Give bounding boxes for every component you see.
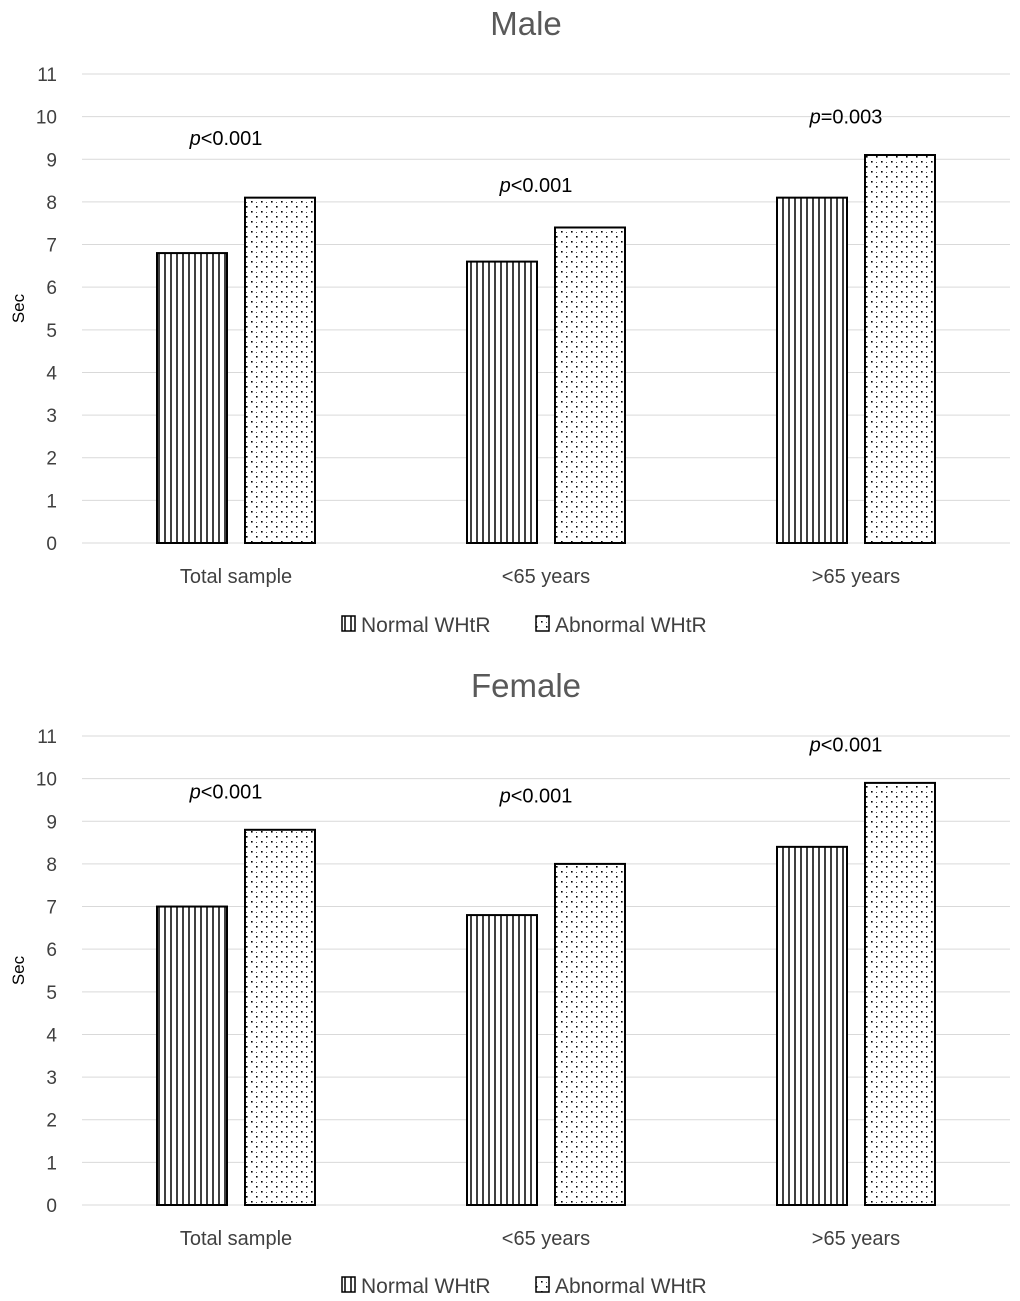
female-p-value-annotation: p<0.001	[189, 781, 263, 803]
p-value-text: <0.001	[511, 175, 573, 197]
p-symbol: p	[499, 175, 511, 197]
p-value-text: <0.001	[201, 128, 263, 150]
male-y-tick-label: 1	[46, 491, 57, 512]
female-y-tick-label: 3	[46, 1068, 57, 1089]
male-y-tick-label: 8	[46, 193, 57, 214]
female-p-value-annotation: p<0.001	[499, 786, 573, 808]
female-bar-normal-1	[466, 914, 538, 1207]
male-p-value-annotation: p<0.001	[499, 175, 573, 197]
male-bar-abnormal-2	[864, 154, 936, 544]
p-symbol: p	[189, 128, 201, 150]
female-legend-swatch-normal	[341, 1276, 356, 1293]
female-y-tick-label: 5	[46, 983, 57, 1004]
female-category-label: >65 years	[812, 1228, 900, 1250]
male-legend-label: Normal WHtR	[361, 614, 491, 637]
male-y-tick-label: 6	[46, 278, 57, 299]
male-bar-abnormal-0	[244, 196, 316, 545]
male-y-axis-label: Sec	[9, 293, 28, 323]
female-category-label: <65 years	[502, 1228, 590, 1250]
p-symbol: p	[809, 735, 821, 757]
male-p-value-annotation: p=0.003	[809, 107, 883, 129]
male-legend-swatch-abnormal	[535, 615, 550, 632]
p-symbol: p	[499, 786, 511, 808]
male-y-tick-label: 5	[46, 321, 57, 342]
p-value-text: =0.003	[821, 107, 883, 129]
male-p-value-annotation: p<0.001	[189, 128, 263, 150]
female-y-tick-label: 2	[46, 1111, 57, 1132]
male-bar-abnormal-1	[554, 226, 626, 544]
p-value-text: <0.001	[201, 781, 263, 803]
female-y-tick-label: 0	[46, 1196, 57, 1217]
female-bar-abnormal-1	[554, 862, 626, 1207]
male-legend-swatch-normal	[341, 615, 356, 632]
female-y-axis-label: Sec	[9, 955, 28, 985]
female-y-tick-label: 9	[46, 812, 57, 833]
p-value-text: <0.001	[821, 735, 883, 757]
p-symbol: p	[809, 107, 821, 129]
female-category-label: Total sample	[180, 1228, 292, 1250]
female-bar-abnormal-2	[864, 781, 936, 1207]
female-legend-label: Normal WHtR	[361, 1275, 491, 1298]
male-bar-normal-1	[466, 260, 538, 544]
male-y-tick-label: 7	[46, 236, 57, 257]
male-y-tick-label: 9	[46, 150, 57, 171]
female-bar-normal-2	[776, 845, 848, 1206]
female-bar-abnormal-0	[244, 828, 316, 1206]
male-legend-label: Abnormal WHtR	[555, 614, 707, 637]
male-y-tick-label: 11	[37, 65, 57, 86]
p-symbol: p	[189, 781, 201, 803]
female-y-tick-label: 8	[46, 855, 57, 876]
male-category-label: <65 years	[502, 566, 590, 588]
male-y-tick-label: 10	[36, 108, 57, 129]
male-category-label: Total sample	[180, 566, 292, 588]
female-legend-swatch-abnormal	[535, 1276, 550, 1293]
female-y-tick-label: 4	[46, 1025, 57, 1046]
male-category-label: >65 years	[812, 566, 900, 588]
male-y-tick-label: 0	[46, 534, 57, 555]
p-value-text: <0.001	[511, 786, 573, 808]
female-y-tick-label: 1	[46, 1153, 57, 1174]
female-y-tick-label: 6	[46, 940, 57, 961]
female-y-tick-label: 11	[37, 727, 57, 748]
female-bar-normal-0	[156, 905, 228, 1207]
male-y-tick-label: 2	[46, 449, 57, 470]
female-y-tick-label: 10	[36, 770, 57, 791]
male-y-tick-label: 3	[46, 406, 57, 427]
female-y-tick-label: 7	[46, 898, 57, 919]
male-chart-title: Male	[490, 5, 562, 42]
female-chart-title: Female	[471, 667, 581, 704]
male-y-tick-label: 4	[46, 363, 57, 384]
male-chart-panel: Male 0 1 2 3 4 5 6 7 8 9 10 11 Sec Total sample <65 yea…	[9, 5, 1010, 637]
female-chart-panel: Female 0 1 2 3 4 5 6 7 8 9 10 11 Sec Total sample <65 y…	[9, 667, 1010, 1298]
female-legend-label: Abnormal WHtR	[555, 1275, 707, 1298]
female-p-value-annotation: p<0.001	[809, 735, 883, 757]
male-bar-normal-0	[156, 252, 228, 544]
male-bar-normal-2	[776, 196, 848, 545]
